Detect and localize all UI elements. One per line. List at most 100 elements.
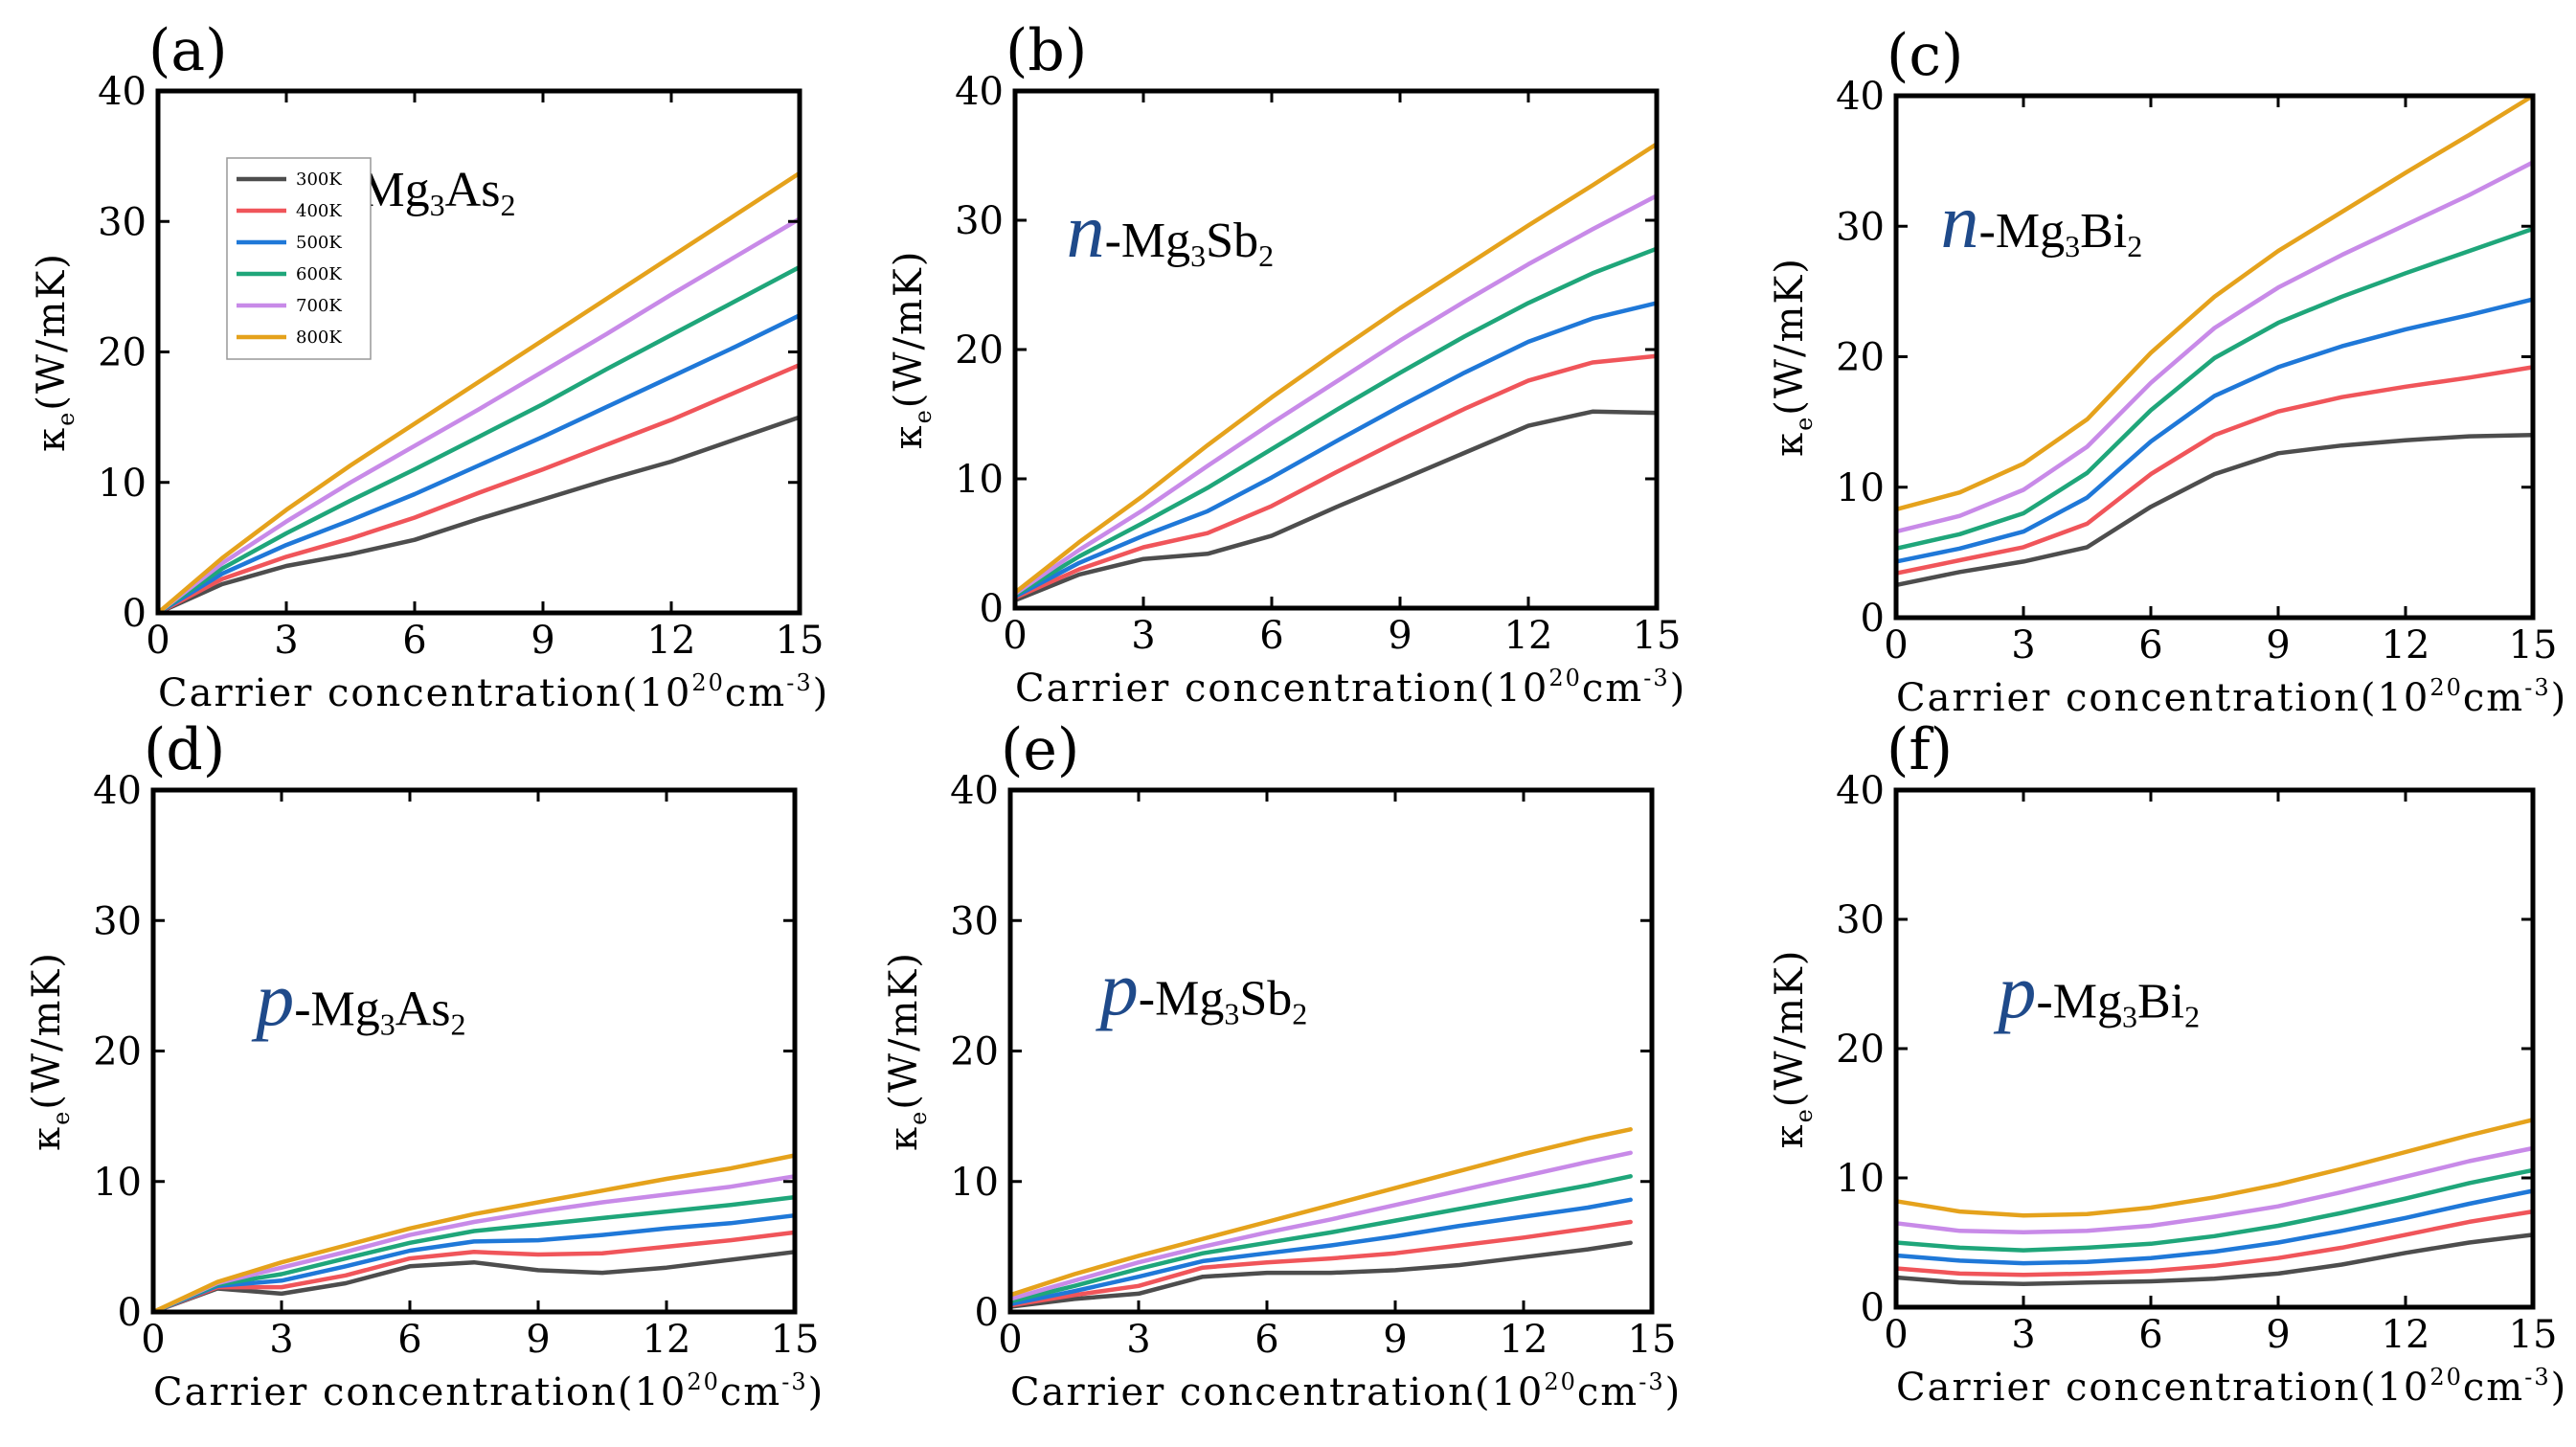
y-tick-label: 0 [1861,597,1885,641]
y-tick-label: 40 [98,70,147,114]
y-tick-label: 40 [950,769,999,813]
x-tick-label: 3 [2011,623,2035,667]
y-tick-label: 30 [1836,205,1885,249]
x-axis-label: Carrier concentration(1020cm-3) [1896,1364,2567,1410]
panel-f: 0 3 6 9 12 15 0 10 20 30 40(f) Carrier concentratio… [1768,716,2567,1410]
x-tick-label: 9 [1388,614,1412,658]
y-tick-label: 10 [950,1161,999,1205]
series-line-700K [150,1174,798,1315]
panel-a: 0 3 6 9 12 15 0 10 20 30 40(a) Carrier concentratio… [30,17,829,715]
series-line-400K [150,1230,798,1315]
x-tick-label: 12 [2382,623,2430,667]
x-tick-label: 9 [2266,1313,2290,1357]
legend-label-500K: 500K [296,233,342,253]
panel-e: 0 3 6 9 12 15 0 10 20 30 40(e) Carrier concentratio… [882,716,1680,1414]
series-line-300K [1007,1240,1633,1309]
x-axis-label: Carrier concentration(1020cm-3) [158,669,829,715]
series-line-300K [1893,1232,2536,1286]
series-line-500K [1007,1197,1633,1307]
material-annotation: n-Mg3Sb2 [1067,190,1274,274]
legend-label-800K: 800K [296,328,342,348]
series-line-800K [155,170,802,616]
series-line-800K [1007,1127,1633,1298]
series-line-700K [1893,1145,2536,1234]
y-tick-label: 40 [1836,769,1885,813]
x-tick-label: 3 [1131,614,1155,658]
y-axis-label: κe(W/mK) [887,250,937,450]
x-tick-label: 6 [397,1318,421,1362]
series-line-600K [155,264,802,616]
series-line-500K [150,1212,798,1315]
x-tick-label: 0 [998,1318,1022,1362]
plot-frame [150,787,798,1315]
y-tick-label: 40 [955,70,1004,114]
x-tick-label: 3 [269,1318,293,1362]
panel-c: 0 3 6 9 12 15 0 10 20 30 40(c) Carrier concentratio… [1768,22,2565,720]
x-tick-label: 3 [2011,1313,2035,1357]
series-line-700K [155,216,802,616]
x-tick-label: 0 [141,1318,165,1362]
panel-label: (d) [144,716,225,783]
y-tick-label: 30 [950,899,999,943]
x-tick-label: 15 [771,1318,820,1362]
y-tick-label: 20 [98,331,147,375]
series-line-400K [1012,353,1660,600]
x-tick-label: 15 [2509,623,2558,667]
x-tick-label: 15 [1628,1318,1677,1362]
y-tick-label: 30 [1836,898,1885,942]
y-tick-label: 10 [98,462,147,506]
y-tick-label: 10 [93,1161,142,1205]
x-tick-label: 6 [402,619,426,663]
y-axis-label: κe(W/mK) [30,252,79,452]
y-axis-label: κe(W/mK) [882,951,932,1151]
legend-label-400K: 400K [296,201,342,221]
y-tick-label: 0 [980,587,1004,631]
legend-box [226,157,372,360]
series-line-300K [155,415,802,616]
x-tick-label: 3 [274,619,298,663]
panel-b: 0 3 6 9 12 15 0 10 20 30 40(b) Carrier concentratio… [887,17,1686,711]
x-tick-label: 0 [1884,623,1908,667]
y-axis-label: κe(W/mK) [1768,257,1818,457]
x-tick-label: 12 [2382,1313,2430,1357]
material-annotation: p-Mg3Sb2 [1096,947,1307,1031]
series-line-300K [1012,409,1660,603]
legend-label-300K: 300K [296,170,342,190]
y-tick-label: 30 [98,200,147,244]
series-line-500K [1012,301,1660,599]
y-tick-label: 20 [1836,336,1885,380]
series-line-500K [1893,1188,2536,1266]
material-annotation: p-Mg3Bi2 [1993,951,2200,1035]
y-tick-label: 0 [118,1291,142,1335]
series-line-400K [1893,365,2536,576]
x-tick-label: 9 [1383,1318,1407,1362]
series-line-600K [1893,226,2536,552]
x-tick-label: 6 [2138,623,2162,667]
x-tick-label: 12 [1504,614,1553,658]
series-line-700K [1007,1150,1633,1301]
panel-label: (a) [148,17,228,84]
series-line-400K [1893,1209,2536,1277]
x-tick-label: 6 [1259,614,1283,658]
y-tick-label: 20 [955,328,1004,373]
x-axis-label: Carrier concentration(1020cm-3) [153,1368,825,1414]
x-tick-label: 15 [776,619,825,663]
x-tick-label: 15 [2509,1313,2558,1357]
panel-label: (b) [1006,17,1087,84]
y-tick-label: 10 [1836,466,1885,510]
y-tick-label: 0 [1861,1286,1885,1330]
y-axis-label: κe(W/mK) [1768,949,1818,1149]
x-tick-label: 12 [647,619,696,663]
legend-label-700K: 700K [296,296,342,316]
x-axis-label: Carrier concentration(1020cm-3) [1015,665,1686,711]
panel-label: (c) [1887,22,1963,89]
y-tick-label: 10 [1836,1157,1885,1201]
material-annotation: p-Mg3As2 [251,958,465,1042]
series-line-700K [1012,193,1660,597]
panel-d: 0 3 6 9 12 15 0 10 20 30 40(d) Carrier concentratio… [25,716,825,1414]
y-tick-label: 40 [1836,75,1885,119]
series-line-600K [1007,1174,1633,1304]
x-tick-label: 6 [1254,1318,1278,1362]
panel-label: (f) [1887,716,1953,783]
series-line-800K [1012,142,1660,596]
